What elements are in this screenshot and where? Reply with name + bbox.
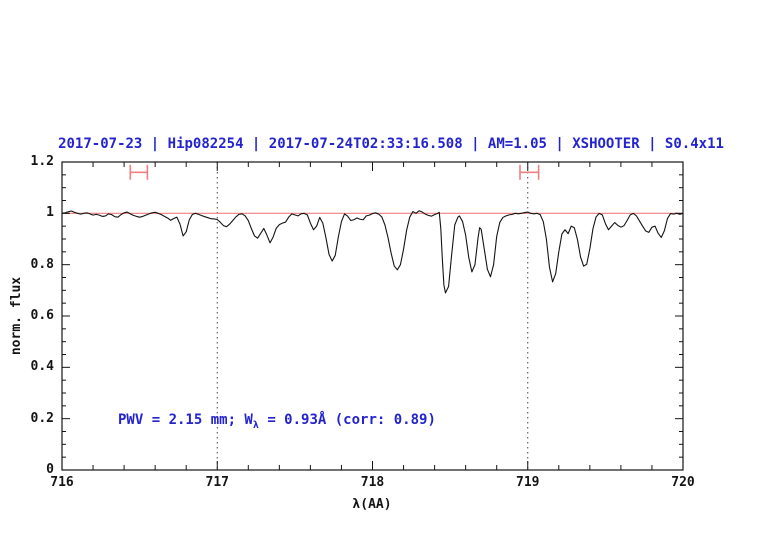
- y-tick-label: 1.2: [30, 154, 54, 169]
- x-tick-label: 716: [50, 475, 74, 490]
- x-tick-label: 717: [205, 475, 229, 490]
- y-tick-label: 0.2: [30, 410, 54, 426]
- pwv-annotation-pre: PWV = 2.15 mm; W: [118, 412, 253, 428]
- y-tick-label: 1: [46, 205, 54, 221]
- pwv-annotation: PWV = 2.15 mm; Wλ = 0.93Å (corr: 0.89): [118, 412, 436, 431]
- plot-title: 2017-07-23 | Hip082254 | 2017-07-24T02:3…: [58, 136, 724, 152]
- band-marker: [519, 164, 540, 180]
- y-tick-label: 0.8: [30, 256, 54, 272]
- y-tick-label: 0: [46, 462, 54, 477]
- x-tick-label: 720: [671, 475, 695, 490]
- pwv-annotation-sub: λ: [252, 419, 259, 431]
- x-tick-label: 718: [360, 475, 385, 490]
- pwv-annotation-post: = 0.93Å (corr: 0.89): [258, 412, 436, 428]
- y-tick-label: 0.6: [30, 308, 54, 323]
- y-tick-label: 0.4: [30, 359, 54, 375]
- x-tick-label: 719: [516, 475, 540, 490]
- spectrum-line: [61, 210, 684, 294]
- band-marker: [129, 164, 149, 180]
- x-axis-label: λ(AA): [352, 497, 392, 512]
